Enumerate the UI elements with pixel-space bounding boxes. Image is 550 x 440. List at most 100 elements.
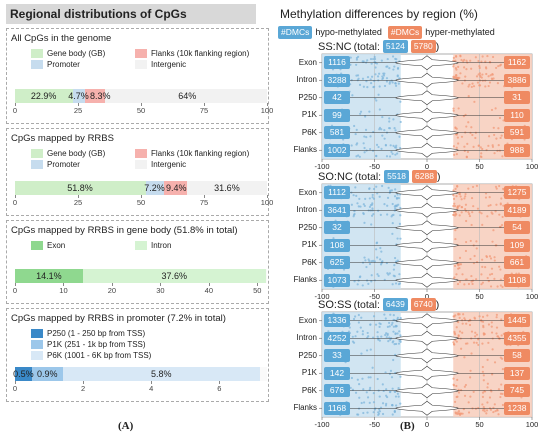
legend-swatch [31,329,43,338]
data-point [396,318,399,321]
data-point [455,146,458,149]
data-point [396,113,399,116]
data-point [390,215,393,218]
data-point [359,205,362,208]
data-point [482,332,485,335]
data-point [399,336,402,339]
data-point [456,205,459,208]
data-point [392,340,395,343]
data-point [456,412,459,416]
data-point [391,152,394,155]
data-point [483,390,486,393]
data-point [470,352,473,355]
hypo-count-badge: 33 [324,349,350,363]
axis-tick-label: 75 [199,198,209,207]
data-point [355,58,359,61]
data-point [499,225,502,228]
data-point [473,254,476,258]
data-point [375,185,378,188]
data-point [381,115,384,119]
data-point [396,74,399,77]
data-point [459,195,462,198]
data-point [472,341,476,344]
data-point [367,335,370,338]
data-point [458,193,461,196]
data-point [354,315,357,318]
data-point [375,248,378,251]
data-point [452,194,455,197]
violin-shape [394,400,460,416]
data-point [498,116,502,120]
data-point [454,59,457,62]
data-point [457,409,461,413]
data-point [395,325,398,328]
legend-label: Intergenic [151,60,187,69]
data-point [393,390,396,393]
data-point [475,247,478,250]
data-point [373,408,376,411]
group-total-close: ) [435,298,440,311]
data-point [462,115,466,118]
data-point [487,280,490,283]
data-point [364,115,367,118]
x-tick-label: -50 [369,162,380,171]
data-point [454,210,457,213]
axis-tick-label: 75 [199,106,209,115]
data-point [461,331,464,334]
data-point [367,376,370,379]
data-point [397,342,401,345]
data-point [361,333,364,336]
data-point [481,315,485,318]
data-point [397,197,400,200]
group-name: SS:NC [318,40,352,53]
data-point [365,349,369,352]
legend-hypo-label: hypo-methylated [315,27,382,37]
axis-tick-label: 40 [204,286,214,295]
region-label: Flanks [293,275,317,285]
bar-segment [145,181,164,195]
data-point [456,411,459,414]
data-point [393,146,397,149]
data-point [498,184,501,188]
data-point [383,313,386,316]
data-point [391,321,394,324]
data-point [498,64,502,67]
data-point [495,316,498,319]
data-point [484,85,487,88]
data-point [376,273,379,276]
data-point [484,266,487,269]
data-point [358,197,361,200]
data-point [452,78,455,82]
data-point [483,390,487,393]
data-point [458,316,461,319]
data-point [355,74,358,77]
caption-a: (A) [118,420,134,432]
data-point [480,320,483,323]
data-point [381,260,384,263]
data-point [452,197,456,200]
data-point [357,313,360,317]
data-point [469,131,472,134]
bar-value-label: 37.6% [161,271,187,281]
axis-tick-label: 25 [73,198,83,207]
data-point [399,100,402,103]
data-point [392,358,395,362]
total-hyper-badge: 6288 [412,170,437,183]
data-point [367,282,370,285]
data-point [369,57,373,61]
violin-shape [394,107,460,123]
data-point [395,320,398,323]
hypo-count-badge: 1336 [324,314,350,328]
data-point [372,391,375,395]
legend-swatch [135,160,147,169]
data-point [458,313,461,316]
data-point [387,186,390,189]
data-point [358,276,362,279]
violin-shape [394,142,460,158]
total-hyper-badge: 6740 [410,298,436,311]
data-point [499,284,502,287]
data-point [369,376,372,379]
data-point [365,149,368,152]
legend-label: Intron [151,241,172,250]
data-point [386,213,389,216]
